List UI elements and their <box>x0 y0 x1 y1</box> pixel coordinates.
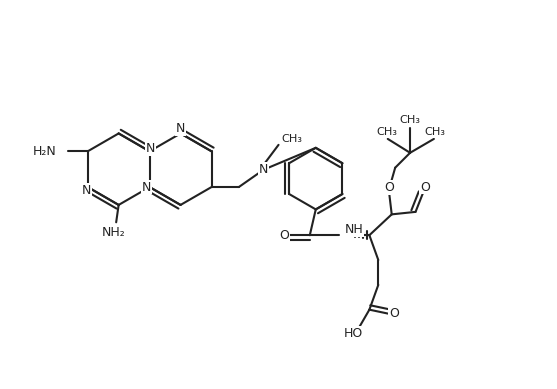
Text: CH₃: CH₃ <box>399 115 421 125</box>
Text: O: O <box>384 181 394 194</box>
Text: O: O <box>420 180 430 194</box>
Text: N: N <box>259 163 268 176</box>
Text: CH₃: CH₃ <box>281 134 302 144</box>
Text: N: N <box>82 184 91 196</box>
Text: NH: NH <box>345 223 363 236</box>
Text: O: O <box>389 307 399 320</box>
Text: CH₃: CH₃ <box>376 127 397 137</box>
Text: NH₂: NH₂ <box>102 226 125 239</box>
Text: N: N <box>146 142 155 155</box>
Text: O: O <box>279 229 289 242</box>
Text: N: N <box>176 123 185 135</box>
Text: H₂N: H₂N <box>33 145 57 158</box>
Text: CH₃: CH₃ <box>424 127 446 137</box>
Text: HO: HO <box>344 327 363 340</box>
Text: N: N <box>142 180 152 194</box>
